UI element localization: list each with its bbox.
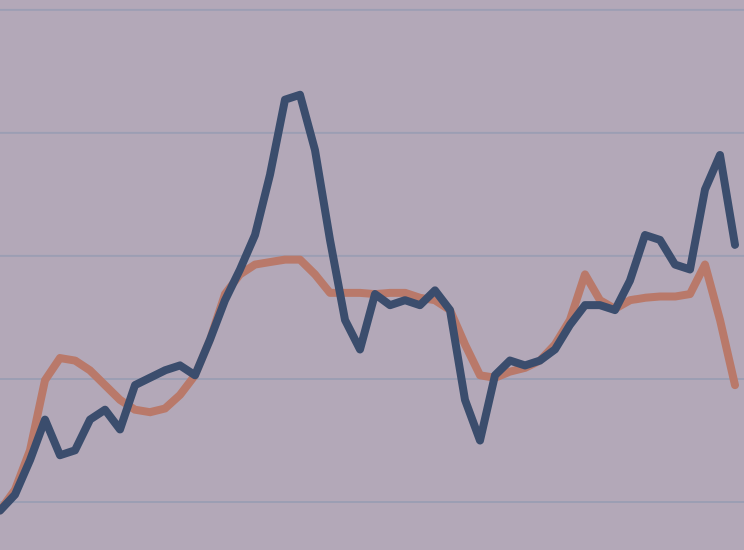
- line-series: [0, 90, 739, 515]
